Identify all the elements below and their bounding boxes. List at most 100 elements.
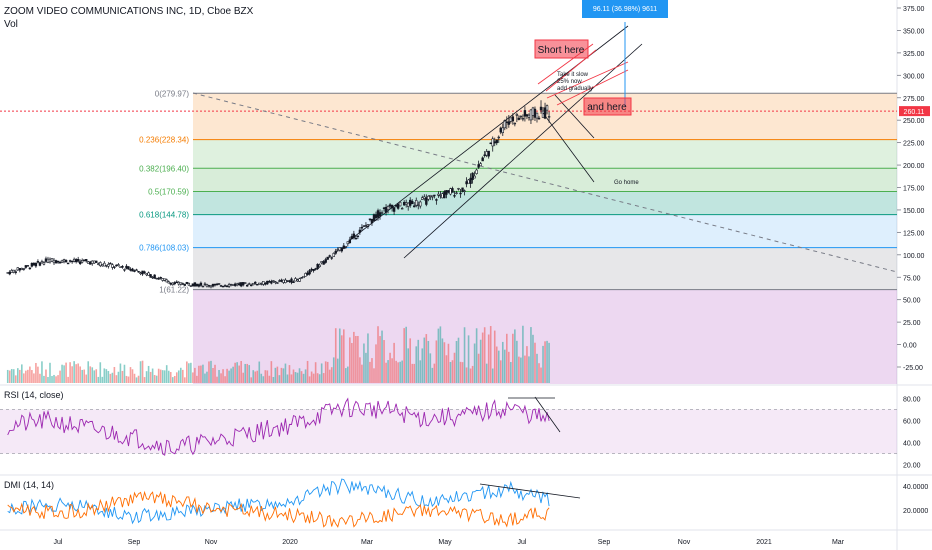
volume-bar [200, 365, 202, 383]
candle-body [372, 214, 376, 221]
volume-bar [546, 340, 548, 383]
candle-body [447, 190, 450, 193]
volume-bar [63, 365, 65, 383]
volume-bar [369, 361, 371, 383]
candle-body [362, 225, 366, 227]
volume-bar [260, 373, 263, 383]
candle-body [101, 264, 104, 267]
candle-body [229, 283, 233, 286]
volume-bar [93, 370, 96, 383]
current-price-badge [899, 106, 930, 117]
volume-bar [461, 362, 464, 383]
short-here-box [534, 39, 589, 59]
candlestick-series [6, 100, 551, 289]
volume-bar [375, 344, 377, 383]
candle-body [22, 268, 26, 270]
candle-body [497, 136, 500, 139]
volume-bar [157, 368, 160, 383]
candle-body [376, 210, 380, 218]
candle-body [199, 282, 203, 286]
candle-body [527, 114, 531, 118]
volume-bar [246, 363, 249, 383]
volume-bar [427, 340, 430, 383]
volume-bar [177, 370, 180, 383]
volume-bar [230, 368, 232, 383]
volume-bar [385, 362, 387, 383]
candle-body [310, 268, 313, 271]
fib-level-label: 1(61.22) [159, 286, 189, 295]
volume-bar [485, 363, 488, 383]
volume-bar [220, 373, 222, 383]
candle-body [529, 109, 533, 121]
volume-bar [465, 367, 468, 383]
volume-bar [145, 371, 148, 383]
volume-bar [61, 364, 63, 383]
candle-body [66, 262, 70, 265]
volume-bar [149, 371, 152, 383]
candle-body [215, 283, 219, 286]
candle-body [99, 262, 102, 267]
candle-body [16, 267, 19, 271]
candle-body [50, 258, 54, 262]
candle-body [185, 282, 189, 284]
volume-bar [256, 370, 259, 383]
candle-body [469, 177, 472, 184]
candle-body [171, 282, 174, 286]
candle-body [14, 271, 17, 273]
volume-bar [357, 335, 359, 383]
candle-body [330, 257, 333, 259]
volume-bar [153, 374, 156, 383]
volume-bar [47, 376, 49, 383]
volume-bar [73, 361, 75, 383]
fib-level-label: 0(279.97) [155, 89, 190, 98]
candle-body [467, 179, 470, 184]
volume-bar [19, 369, 21, 383]
volume-bar [361, 364, 363, 383]
volume-bar [510, 361, 512, 383]
volume-bar [67, 376, 69, 383]
volume-bar [381, 330, 383, 383]
time-tick-label: Nov [205, 539, 218, 546]
drawings[interactable]: 96.11 (36.98%) 9611 Short here and here Tak… [192, 0, 898, 273]
and-here-box [583, 97, 632, 116]
candle-body [334, 250, 337, 254]
candle-body [137, 270, 140, 273]
volume-bar [487, 334, 490, 383]
volume-bar [391, 358, 393, 383]
candle-body [52, 259, 56, 264]
candle-body [419, 201, 422, 207]
candle-body [250, 284, 253, 287]
time-tick-label: May [438, 539, 452, 546]
volume-bar [349, 337, 351, 383]
candle-body [324, 259, 327, 263]
candle-body [304, 273, 307, 277]
candle-body [201, 285, 205, 288]
volume-bar [397, 362, 399, 383]
candle-body [423, 196, 426, 199]
volume-bar [288, 365, 291, 383]
candle-body [205, 284, 209, 287]
volume-bar [39, 373, 41, 383]
candle-body [241, 282, 245, 286]
candle-body [294, 278, 297, 282]
volume-bar [139, 361, 142, 383]
candle-body [382, 207, 386, 209]
volume-bar [473, 343, 476, 383]
fib-level-label: 0.382(196.40) [139, 164, 189, 173]
time-tick-label: Jul [518, 539, 527, 546]
volume-bar [417, 339, 420, 383]
candle-body [413, 205, 416, 208]
time-tick-label: Mar [361, 539, 374, 546]
volume-bar [405, 326, 407, 383]
price-axis[interactable]: 375.00 350.00 325.00 300.00 275.00 250.00 225.… [897, 6, 930, 372]
time-axis[interactable]: Jul Sep Nov 2020 Mar May Jul Sep Nov 2021 Mar [54, 539, 845, 546]
volume-bar [49, 362, 51, 383]
volume-bar [431, 367, 434, 383]
candle-body [165, 279, 168, 283]
volume-bar [403, 328, 405, 383]
fib-retracement[interactable]: 0(279.97) 0.236(228.34) 0.382(196.40) 0.5(1… [0, 89, 897, 384]
candle-body [80, 260, 84, 263]
candle-body [336, 249, 339, 251]
candle-body [374, 214, 378, 219]
